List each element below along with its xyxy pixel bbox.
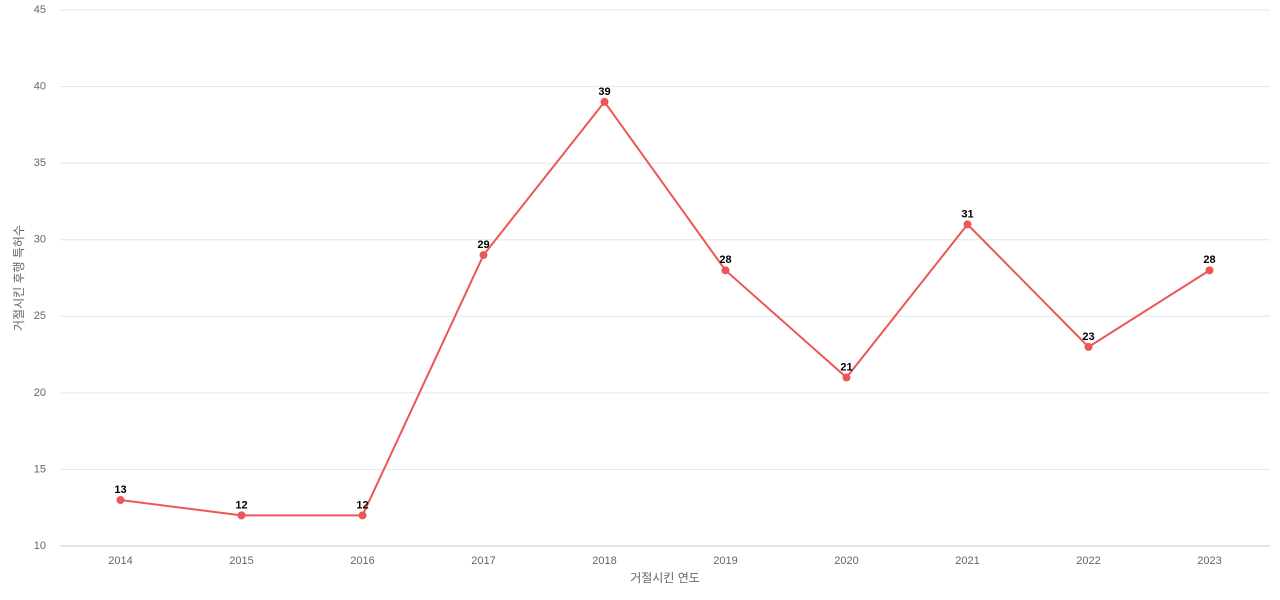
- x-tick-label: 2014: [108, 555, 132, 567]
- value-label: 28: [1203, 254, 1215, 266]
- x-axis-title: 거절시킨 연도: [630, 571, 700, 585]
- x-tick-label: 2016: [350, 555, 374, 567]
- x-tick-label: 2021: [955, 555, 979, 567]
- y-tick-label: 20: [34, 387, 46, 399]
- x-tick-label: 2019: [713, 555, 737, 567]
- value-label: 13: [114, 484, 126, 496]
- value-label: 12: [356, 499, 368, 511]
- x-tick-label: 2018: [592, 555, 616, 567]
- y-tick-label: 15: [34, 463, 46, 475]
- value-label: 21: [840, 361, 852, 373]
- y-tick-label: 35: [34, 157, 46, 169]
- point: [358, 511, 367, 520]
- value-label: 31: [961, 208, 973, 220]
- point: [842, 373, 851, 382]
- y-tick-label: 45: [34, 4, 46, 16]
- x-tick-label: 2015: [229, 555, 253, 567]
- point: [600, 97, 609, 106]
- x-tick-label: 2023: [1197, 555, 1221, 567]
- y-tick-label: 25: [34, 310, 46, 322]
- value-label: 12: [235, 499, 247, 511]
- value-label: 39: [598, 86, 610, 98]
- value-label: 23: [1082, 331, 1094, 343]
- point: [116, 496, 125, 505]
- x-tick-label: 2020: [834, 555, 858, 567]
- point: [1205, 266, 1214, 275]
- point: [1084, 342, 1093, 351]
- value-label: 28: [719, 254, 731, 266]
- point: [479, 251, 488, 260]
- x-tick-label: 2022: [1076, 555, 1100, 567]
- y-axis-title: 거절시킨 후행 특허수: [11, 225, 26, 331]
- value-label: 29: [477, 239, 489, 251]
- y-tick-label: 40: [34, 80, 46, 92]
- x-tick-label: 2017: [471, 555, 495, 567]
- y-tick-label: 10: [34, 540, 46, 552]
- line: [120, 100, 1211, 517]
- point: [721, 266, 730, 275]
- y-tick-label: 30: [34, 234, 46, 246]
- point: [963, 220, 972, 229]
- point: [237, 511, 246, 520]
